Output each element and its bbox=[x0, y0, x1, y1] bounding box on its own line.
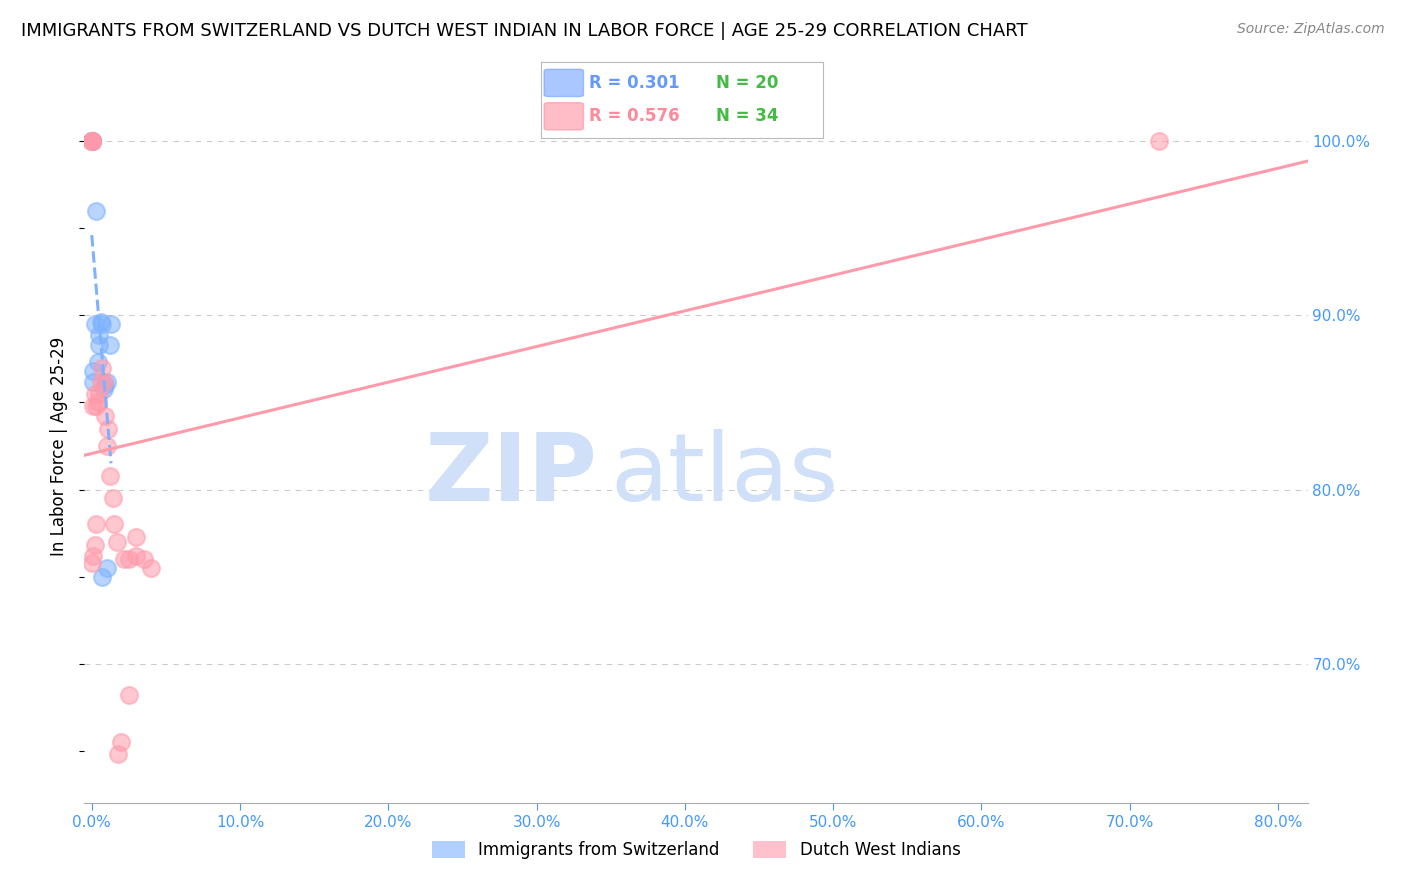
Text: N = 20: N = 20 bbox=[716, 74, 778, 92]
Point bbox=[118, 688, 141, 702]
Point bbox=[107, 747, 129, 761]
Point bbox=[112, 552, 135, 566]
Point bbox=[83, 538, 105, 552]
Point bbox=[86, 395, 108, 409]
Point bbox=[91, 569, 114, 583]
Point bbox=[89, 327, 111, 342]
Point bbox=[83, 386, 105, 401]
Point bbox=[91, 360, 114, 375]
Text: R = 0.301: R = 0.301 bbox=[589, 74, 679, 92]
Point bbox=[89, 338, 111, 352]
Point bbox=[97, 421, 120, 435]
Text: N = 34: N = 34 bbox=[716, 106, 778, 125]
Point bbox=[91, 317, 114, 331]
Legend: Immigrants from Switzerland, Dutch West Indians: Immigrants from Switzerland, Dutch West … bbox=[425, 834, 967, 866]
Point bbox=[125, 549, 148, 563]
Point bbox=[80, 135, 103, 149]
Point bbox=[103, 517, 125, 532]
Point bbox=[100, 317, 122, 331]
Point bbox=[80, 135, 103, 149]
Point bbox=[80, 135, 103, 149]
Point bbox=[101, 491, 124, 506]
Point bbox=[86, 355, 108, 369]
Point bbox=[80, 135, 103, 149]
Point bbox=[93, 382, 115, 396]
Point bbox=[93, 375, 115, 389]
Point bbox=[98, 468, 121, 483]
Point bbox=[96, 561, 118, 575]
Y-axis label: In Labor Force | Age 25-29: In Labor Force | Age 25-29 bbox=[51, 336, 69, 556]
FancyBboxPatch shape bbox=[544, 70, 583, 96]
Point bbox=[84, 517, 107, 532]
Text: ZIP: ZIP bbox=[425, 428, 598, 521]
Point bbox=[82, 549, 104, 563]
Point bbox=[90, 315, 112, 329]
Point bbox=[94, 378, 117, 392]
Point bbox=[80, 135, 103, 149]
Point bbox=[139, 561, 162, 575]
Text: IMMIGRANTS FROM SWITZERLAND VS DUTCH WEST INDIAN IN LABOR FORCE | AGE 25-29 CORR: IMMIGRANTS FROM SWITZERLAND VS DUTCH WES… bbox=[21, 22, 1028, 40]
Point bbox=[82, 375, 104, 389]
Point bbox=[96, 375, 118, 389]
Point bbox=[98, 338, 121, 352]
Point bbox=[83, 317, 105, 331]
Point bbox=[80, 135, 103, 149]
Point bbox=[132, 552, 155, 566]
Point bbox=[96, 439, 118, 453]
Point bbox=[105, 534, 128, 549]
Point bbox=[80, 556, 103, 570]
Point bbox=[1149, 135, 1171, 149]
Point bbox=[110, 735, 132, 749]
Text: R = 0.576: R = 0.576 bbox=[589, 106, 679, 125]
Point bbox=[82, 399, 104, 413]
Text: Source: ZipAtlas.com: Source: ZipAtlas.com bbox=[1237, 22, 1385, 37]
FancyBboxPatch shape bbox=[544, 103, 583, 130]
Point bbox=[84, 204, 107, 219]
Point bbox=[125, 529, 148, 543]
Point bbox=[84, 399, 107, 413]
Point bbox=[89, 386, 111, 401]
Point bbox=[90, 375, 112, 389]
Point bbox=[80, 135, 103, 149]
Point bbox=[80, 135, 103, 149]
Point bbox=[118, 552, 141, 566]
Text: atlas: atlas bbox=[610, 428, 838, 521]
Point bbox=[94, 409, 117, 424]
Point bbox=[80, 135, 103, 149]
Point bbox=[82, 364, 104, 378]
